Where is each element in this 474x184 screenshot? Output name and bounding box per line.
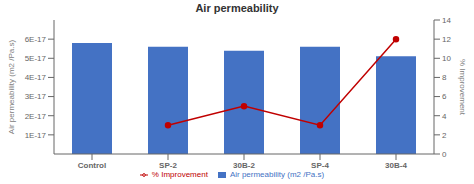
- svg-text:12: 12: [442, 35, 451, 44]
- svg-text:30B-4: 30B-4: [385, 161, 407, 170]
- svg-text:4E-17: 4E-17: [25, 73, 47, 82]
- html-text:Air permeability (m2 /Pa.s): Air permeability (m2 /Pa.s): [229, 170, 325, 179]
- svg-text:5E-17: 5E-17: [25, 54, 47, 63]
- svg-text:4: 4: [442, 112, 447, 121]
- svg-text:6E-17: 6E-17: [25, 35, 47, 44]
- svg-text:0: 0: [442, 150, 447, 159]
- html-text:Air permeability: Air permeability: [195, 2, 279, 14]
- html-text:% Improvement: % Improvement: [151, 170, 208, 179]
- svg-text:SP-2: SP-2: [159, 161, 177, 170]
- svg-text:6: 6: [442, 92, 447, 101]
- svg-text:10: 10: [442, 54, 451, 63]
- svg-text:3E-17: 3E-17: [25, 92, 47, 101]
- svg-text:1E-17: 1E-17: [25, 131, 47, 140]
- svg-text:2E-17: 2E-17: [25, 112, 47, 121]
- svg-text:SP-4: SP-4: [311, 161, 329, 170]
- svg-text:30B-2: 30B-2: [233, 161, 255, 170]
- svg-text:2: 2: [442, 131, 447, 140]
- svg-text:% Improvement: % Improvement: [458, 59, 466, 116]
- svg-text:8: 8: [442, 73, 447, 82]
- svg-text:Air permeability (m2 /Pa.s): Air permeability (m2 /Pa.s): [8, 40, 16, 135]
- svg-text:14: 14: [442, 16, 451, 25]
- svg-text:Control: Control: [78, 161, 106, 170]
